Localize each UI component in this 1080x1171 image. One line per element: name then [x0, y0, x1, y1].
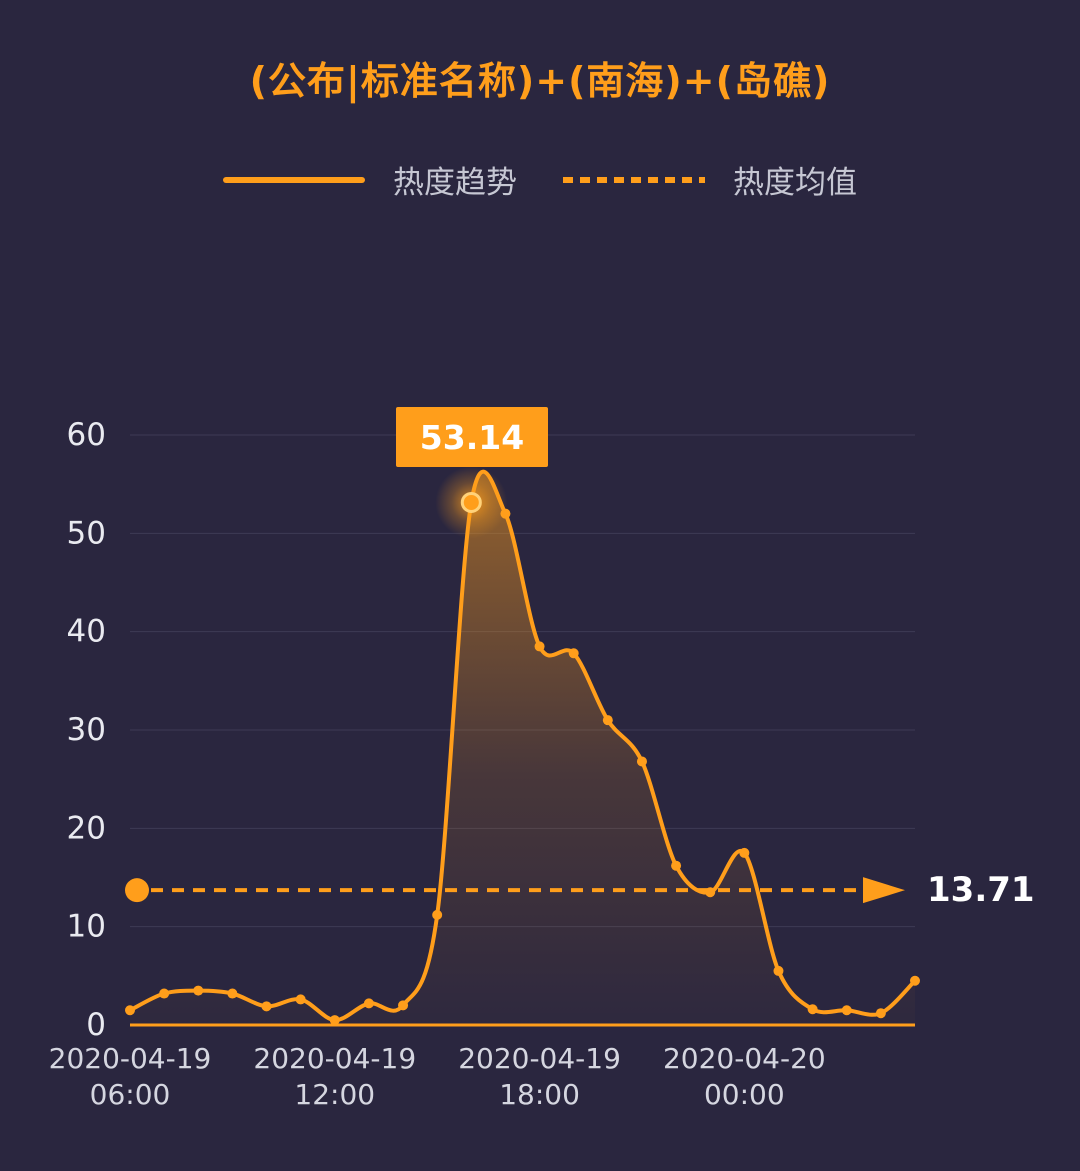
- data-point[interactable]: [295, 994, 306, 1005]
- data-point[interactable]: [807, 1004, 818, 1015]
- trend-line-swatch-icon: [223, 176, 365, 183]
- y-axis-label: 10: [67, 909, 106, 945]
- data-point[interactable]: [705, 887, 716, 898]
- data-point[interactable]: [875, 1008, 886, 1019]
- trend-chart[interactable]: 0 10 20 30 40 50 60 2020-04-19 06:00 2020-04-19 12…: [0, 400, 1080, 1171]
- chart-canvas[interactable]: 01020304050602020-04-1906:002020-04-1912…: [0, 400, 1080, 1171]
- mean-value-label: 13.71: [927, 870, 1035, 910]
- data-point[interactable]: [261, 1001, 272, 1012]
- legend-trend-label: 热度趋势: [393, 165, 517, 201]
- x-axis-label-time: 18:00: [499, 1078, 580, 1111]
- mean-line-swatch-icon: [563, 176, 705, 183]
- data-point[interactable]: [602, 715, 613, 726]
- y-axis-label: 30: [67, 712, 106, 748]
- data-point[interactable]: [841, 1005, 852, 1016]
- x-axis-label-time: 06:00: [90, 1078, 171, 1111]
- x-axis-label-date: 2020-04-20: [663, 1042, 826, 1075]
- area-fill: [130, 471, 915, 1025]
- data-point[interactable]: [193, 985, 204, 996]
- mean-line-dot-icon: [125, 878, 149, 903]
- x-axis-label-time: 12:00: [294, 1078, 375, 1111]
- y-axis-label: 0: [86, 1007, 106, 1043]
- y-axis-label: 60: [67, 417, 106, 453]
- x-axis-label-time: 00:00: [704, 1078, 785, 1111]
- legend-item-mean[interactable]: 热度均值: [563, 157, 857, 202]
- data-point[interactable]: [636, 756, 647, 767]
- y-axis-label: 50: [67, 515, 106, 551]
- legend-item-trend[interactable]: 热度趋势: [223, 157, 517, 202]
- page-title: (公布|标准名称)+(南海)+(岛礁): [249, 59, 831, 103]
- peak-data-point[interactable]: [460, 491, 482, 513]
- data-point[interactable]: [568, 648, 579, 659]
- mean-line-arrow-icon: [863, 877, 905, 904]
- legend-mean-label: 热度均值: [733, 165, 857, 201]
- peak-value-tooltip: 53.14: [396, 407, 548, 467]
- peak-value-text: 53.14: [419, 417, 525, 457]
- y-axis-label: 40: [67, 614, 106, 650]
- data-point[interactable]: [739, 847, 750, 858]
- chart-legend: 热度趋势 热度均值: [0, 157, 1080, 202]
- data-point[interactable]: [432, 909, 443, 920]
- data-point[interactable]: [773, 965, 784, 976]
- data-point[interactable]: [671, 860, 682, 871]
- data-point[interactable]: [125, 1005, 135, 1016]
- x-axis-label-date: 2020-04-19: [49, 1042, 212, 1075]
- data-point[interactable]: [500, 508, 511, 519]
- data-point[interactable]: [534, 641, 545, 652]
- data-point[interactable]: [159, 988, 170, 999]
- data-point[interactable]: [363, 998, 374, 1009]
- data-point[interactable]: [227, 988, 238, 999]
- data-point[interactable]: [910, 975, 920, 986]
- x-axis-label-date: 2020-04-19: [458, 1042, 621, 1075]
- x-axis-label-date: 2020-04-19: [253, 1042, 416, 1075]
- data-point[interactable]: [329, 1015, 340, 1026]
- y-axis-label: 20: [67, 810, 106, 846]
- data-point[interactable]: [398, 1000, 409, 1011]
